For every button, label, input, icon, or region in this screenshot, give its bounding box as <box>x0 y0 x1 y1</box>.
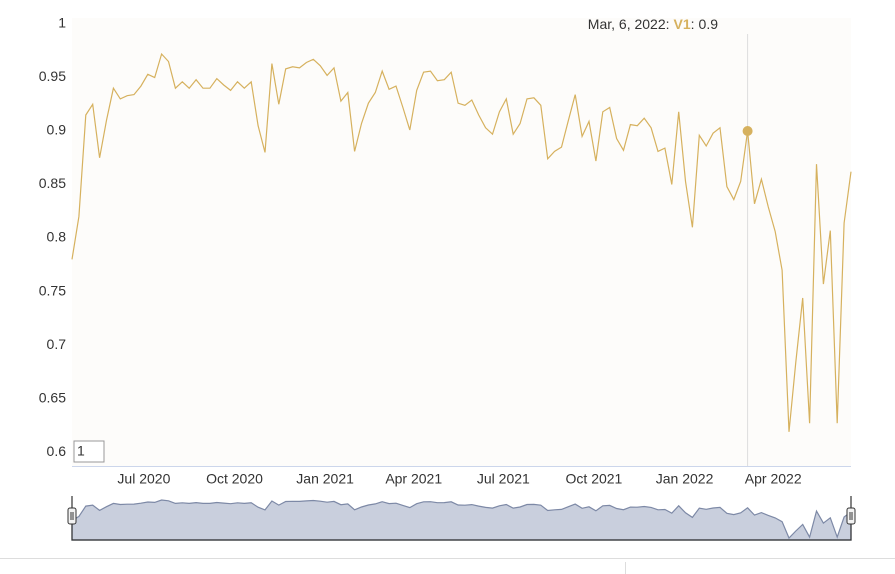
x-tick-label: Jan 2021 <box>296 471 354 487</box>
y-tick-label: 0.85 <box>39 175 66 191</box>
y-tick-label: 0.8 <box>47 229 67 245</box>
y-tick-label: 1 <box>58 15 66 31</box>
x-tick-label: Jan 2022 <box>656 471 714 487</box>
hover-marker <box>742 126 753 137</box>
x-tick-label: Oct 2020 <box>206 471 263 487</box>
tooltip-separator: : <box>666 16 670 32</box>
y-tick-label: 0.95 <box>39 68 66 84</box>
x-tick-label: Jul 2021 <box>477 471 530 487</box>
plot: 1 0.95 0.9 0.85 0.8 0.75 0.7 0.65 0.6 Jul 2020 Oct… <box>39 15 852 487</box>
x-tick-label: Apr 2021 <box>385 471 442 487</box>
series-line <box>71 52 852 432</box>
tooltip-date: Mar, 6, 2022 <box>588 16 666 32</box>
tooltip: Mar, 6, 2022: V1: 0.9 <box>588 16 718 32</box>
x-tick-label: Oct 2021 <box>566 471 623 487</box>
y-tick-label: 0.9 <box>47 122 67 138</box>
navigator-area <box>71 499 852 541</box>
plot-background <box>72 18 851 466</box>
y-tick-label: 0.65 <box>39 389 66 405</box>
tooltip-value: 0.9 <box>699 16 719 32</box>
range-input[interactable] <box>73 440 105 463</box>
navigator-handle[interactable] <box>67 507 77 525</box>
navigator-handle[interactable] <box>846 507 856 525</box>
y-tick-label: 0.6 <box>47 443 67 459</box>
tooltip-separator: : <box>691 16 695 32</box>
y-tick-label: 0.75 <box>39 282 66 298</box>
range-input-text: 1 <box>77 443 85 459</box>
navigator[interactable] <box>67 496 856 541</box>
x-tick-label: Jul 2020 <box>117 471 170 487</box>
x-tick-label: Apr 2022 <box>745 471 802 487</box>
y-tick-label: 0.7 <box>47 336 67 352</box>
tooltip-series: V1 <box>674 16 691 32</box>
